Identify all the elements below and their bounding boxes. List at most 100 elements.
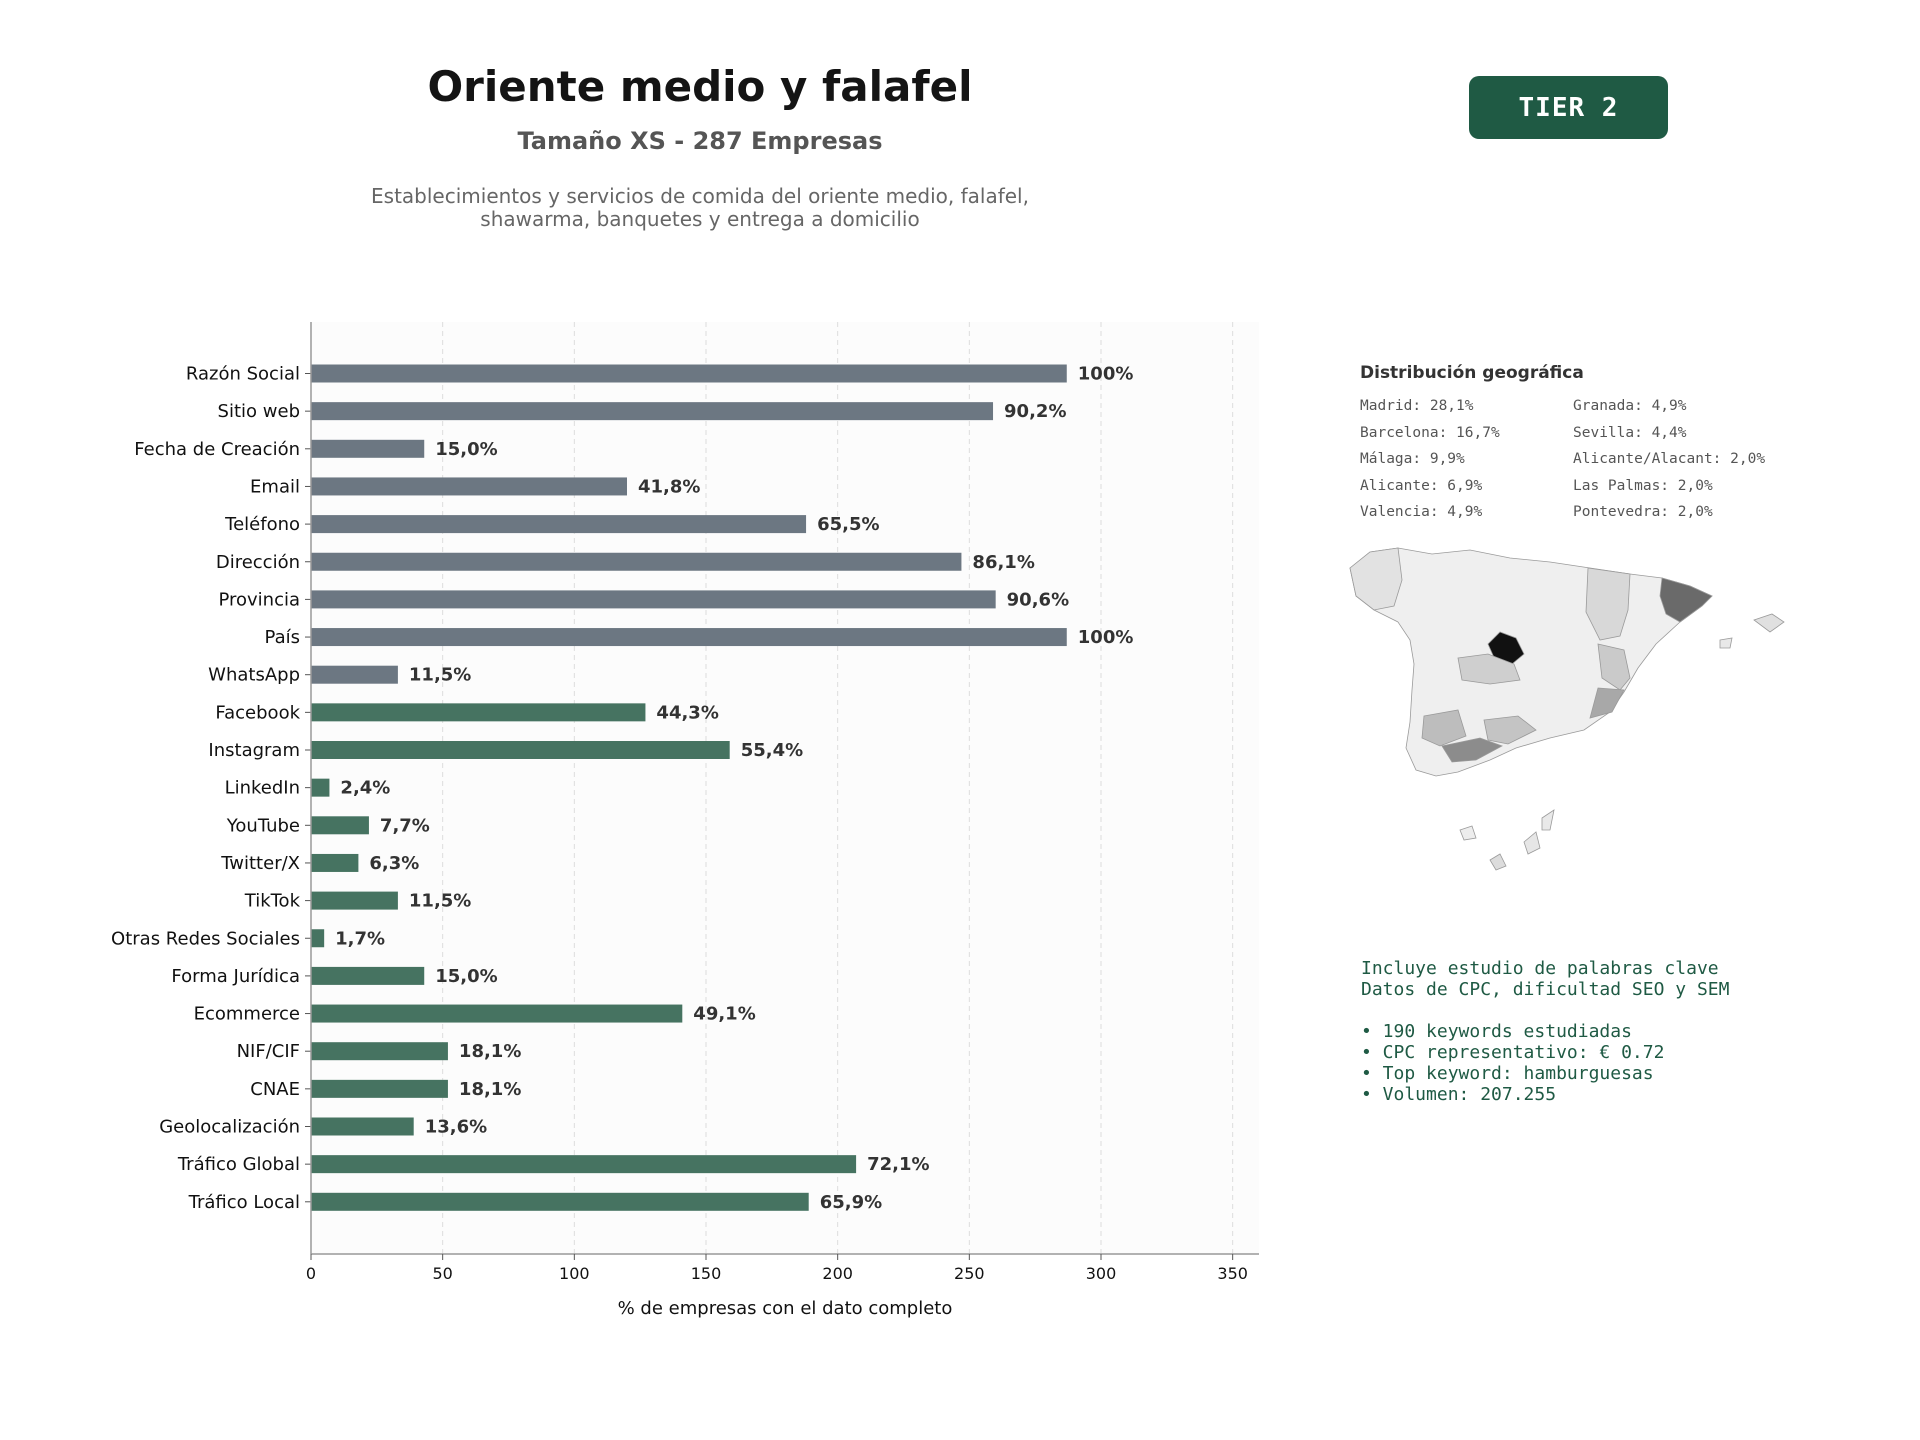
bar — [311, 552, 962, 571]
keyword-bullet: • CPC representativo: € 0.72 — [1361, 1041, 1665, 1063]
bar-value-label: 7,7% — [380, 815, 430, 836]
geo-item: Málaga: 9,9% — [1360, 451, 1465, 467]
geo-item: Sevilla: 4,4% — [1573, 424, 1687, 441]
y-tick-label: Email — [250, 476, 300, 497]
x-tick-label: 350 — [1217, 1264, 1248, 1283]
y-tick-label: Instagram — [208, 740, 300, 761]
bar — [311, 891, 398, 910]
y-tick-label: LinkedIn — [225, 778, 300, 799]
bar — [311, 1117, 414, 1136]
bar — [311, 665, 398, 684]
bar-value-label: 13,6% — [425, 1117, 487, 1138]
map-region-canarias-2 — [1489, 853, 1507, 871]
map-region-canarias-3 — [1523, 831, 1541, 855]
bar-value-label: 15,0% — [435, 439, 497, 460]
bar — [311, 816, 369, 835]
map-region-catalonia — [1659, 577, 1713, 623]
y-tick-label: Razón Social — [186, 364, 300, 385]
bar — [311, 1079, 448, 1098]
map-region-baleares-2 — [1719, 637, 1733, 649]
bar-value-label: 18,1% — [459, 1079, 521, 1100]
bar — [311, 1192, 809, 1211]
map-region-granada — [1483, 715, 1537, 745]
bar-value-label: 11,5% — [409, 891, 471, 912]
bar-value-label: 44,3% — [656, 702, 718, 723]
bar-value-label: 2,4% — [340, 778, 390, 799]
bar — [311, 477, 627, 496]
bar-value-label: 55,4% — [741, 740, 803, 761]
y-tick-label: CNAE — [250, 1079, 300, 1100]
map-region-toledo — [1457, 653, 1521, 685]
geo-item: Madrid: 28,1% — [1360, 398, 1474, 414]
bar-value-label: 65,9% — [820, 1192, 882, 1213]
geo-item: Valencia: 4,9% — [1360, 504, 1483, 520]
bar-value-label: 6,3% — [369, 853, 419, 874]
y-tick-label: País — [265, 627, 300, 648]
keywords-spacer — [1361, 1001, 1729, 1021]
keyword-bullet: • Top keyword: hamburguesas — [1361, 1063, 1654, 1085]
page-description: Establecimientos y servicios de comida d… — [0, 185, 1400, 231]
map-region-baleares — [1753, 613, 1785, 633]
geo-item: Las Palmas: 2,0% — [1573, 477, 1713, 494]
description-line-1: Establecimientos y servicios de comida d… — [371, 184, 1029, 208]
y-tick-label: TikTok — [244, 891, 301, 912]
page-title: Oriente medio y falafel — [427, 62, 973, 111]
x-tick-label: 100 — [559, 1264, 590, 1283]
map-region-canarias-1 — [1459, 825, 1477, 841]
bar — [311, 590, 996, 609]
bar-value-label: 15,0% — [435, 966, 497, 987]
bar-value-label: 18,1% — [459, 1041, 521, 1062]
x-tick-label: 0 — [306, 1264, 316, 1283]
map-region-peninsula — [1349, 547, 1713, 777]
geo-item: Alicante/Alacant: 2,0% — [1573, 451, 1766, 467]
bar — [311, 1004, 683, 1023]
map-region-aragon — [1585, 567, 1631, 641]
page-subtitle: Tamaño XS - 287 Empresas — [517, 127, 883, 155]
x-tick-label: 50 — [432, 1264, 452, 1283]
tier-badge: TIER 2 — [1469, 76, 1668, 139]
y-tick-label: NIF/CIF — [237, 1041, 300, 1062]
bar-value-label: 100% — [1078, 627, 1134, 648]
bar — [311, 966, 425, 985]
bar — [311, 628, 1067, 647]
bar — [311, 1155, 857, 1174]
geo-item: Granada: 4,9% — [1573, 398, 1687, 414]
geo-item: Pontevedra: 2,0% — [1573, 504, 1713, 520]
bar — [311, 929, 325, 948]
y-tick-label: Forma Jurídica — [171, 966, 300, 987]
bar-value-label: 90,2% — [1004, 401, 1066, 422]
x-tick-label: 150 — [691, 1264, 722, 1283]
keywords-line-1: Incluye estudio de palabras clave — [1361, 958, 1719, 979]
y-tick-label: Dirección — [216, 552, 300, 573]
x-tick-label: 300 — [1086, 1264, 1117, 1283]
map-region-sevilla — [1421, 709, 1467, 747]
y-tick-label: Sitio web — [218, 401, 300, 422]
bar — [311, 402, 994, 421]
spain-choropleth-map — [1349, 547, 1785, 871]
bar — [311, 778, 330, 797]
keywords-line-2: Datos de CPC, dificultad SEO y SEM — [1361, 979, 1730, 1001]
bar-value-label: 41,8% — [638, 476, 700, 497]
y-tick-label: Otras Redes Sociales — [111, 928, 300, 949]
geo-item: Barcelona: 16,7% — [1360, 424, 1500, 441]
y-tick-label: Geolocalización — [159, 1117, 300, 1138]
geo-list: Madrid: 28,1% Barcelona: 16,7% Málaga: 9… — [1360, 398, 1800, 531]
y-tick-label: Tráfico Global — [177, 1154, 300, 1175]
bar-value-label: 90,6% — [1007, 589, 1069, 610]
bar — [311, 439, 425, 458]
y-tick-label: Fecha de Creación — [134, 439, 300, 460]
bar-value-label: 86,1% — [972, 552, 1034, 573]
bar-value-label: 65,5% — [817, 514, 879, 535]
map-region-valencia — [1597, 643, 1631, 691]
y-tick-label: Ecommerce — [194, 1004, 300, 1025]
bar — [311, 1042, 448, 1061]
keywords-block: Incluye estudio de palabras clave Datos … — [1361, 958, 1729, 1106]
y-tick-label: WhatsApp — [208, 665, 300, 686]
bar — [311, 703, 646, 722]
y-tick-label: Twitter/X — [220, 853, 300, 874]
map-region-canarias-4 — [1541, 809, 1555, 831]
x-tick-label: 250 — [954, 1264, 985, 1283]
map-region-galicia — [1349, 547, 1403, 611]
y-tick-label: Facebook — [215, 702, 300, 723]
